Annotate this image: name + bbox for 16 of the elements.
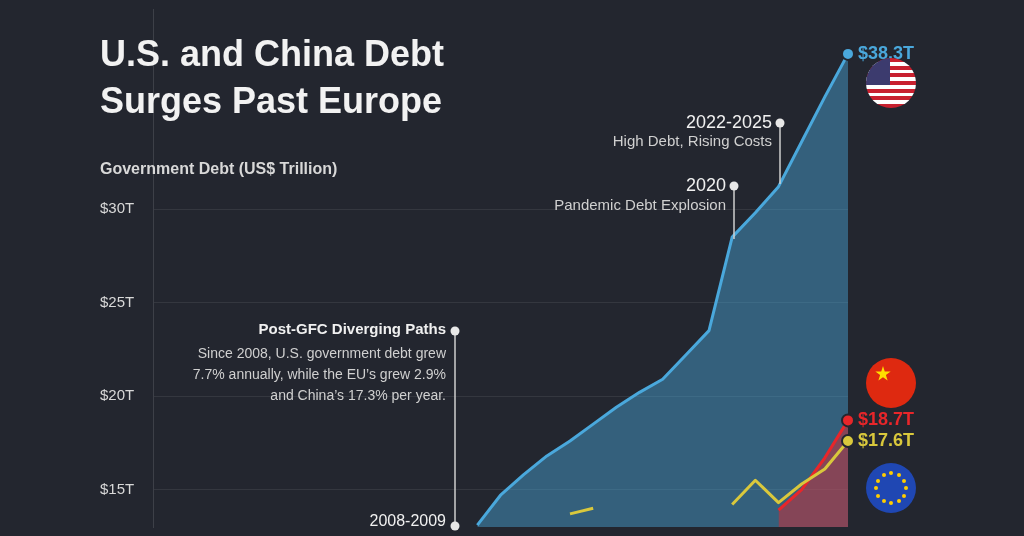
y-tick-label: $20T [100,386,135,404]
y-tick-label: $15T [100,479,135,497]
annotation: Pandemic Debt Explosion [554,196,726,213]
annotation: Since 2008, U.S. government debt grew 7.7% annually, while the EU’s grew 2.9% and China’s 17.3% per year. [191,344,446,405]
annotation: Post-GFC Diverging Paths [258,320,446,337]
y-tick-label: $30T [100,199,135,217]
annotation: 2022-2025 [685,112,772,133]
y-axis-title: Government Debt (US$ Trillion) [100,160,338,178]
annotation: 2020 [685,175,726,196]
annotation: 2008-2009 [369,512,446,530]
data-label: $38.3T [858,42,915,63]
data-label: $17.6T [858,429,915,450]
data-label: $18.7T [858,409,915,430]
y-tick-label: $25T [100,292,135,310]
text: U.S. and China Debt Surges Past Europe [100,32,446,123]
annotation: High Debt, Rising Costs [612,132,772,149]
